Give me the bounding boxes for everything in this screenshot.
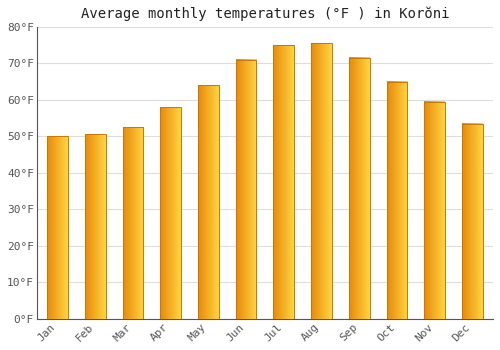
Bar	[236, 60, 256, 319]
Bar	[311, 43, 332, 319]
Bar	[424, 102, 445, 319]
Bar	[274, 45, 294, 319]
Bar	[198, 85, 218, 319]
Bar	[386, 82, 407, 319]
Bar	[47, 136, 68, 319]
Bar	[85, 134, 105, 319]
Bar	[349, 58, 370, 319]
Title: Average monthly temperatures (°F ) in Korŏni: Average monthly temperatures (°F ) in Ko…	[80, 7, 449, 21]
Bar	[160, 107, 181, 319]
Bar	[122, 127, 144, 319]
Bar	[462, 124, 482, 319]
